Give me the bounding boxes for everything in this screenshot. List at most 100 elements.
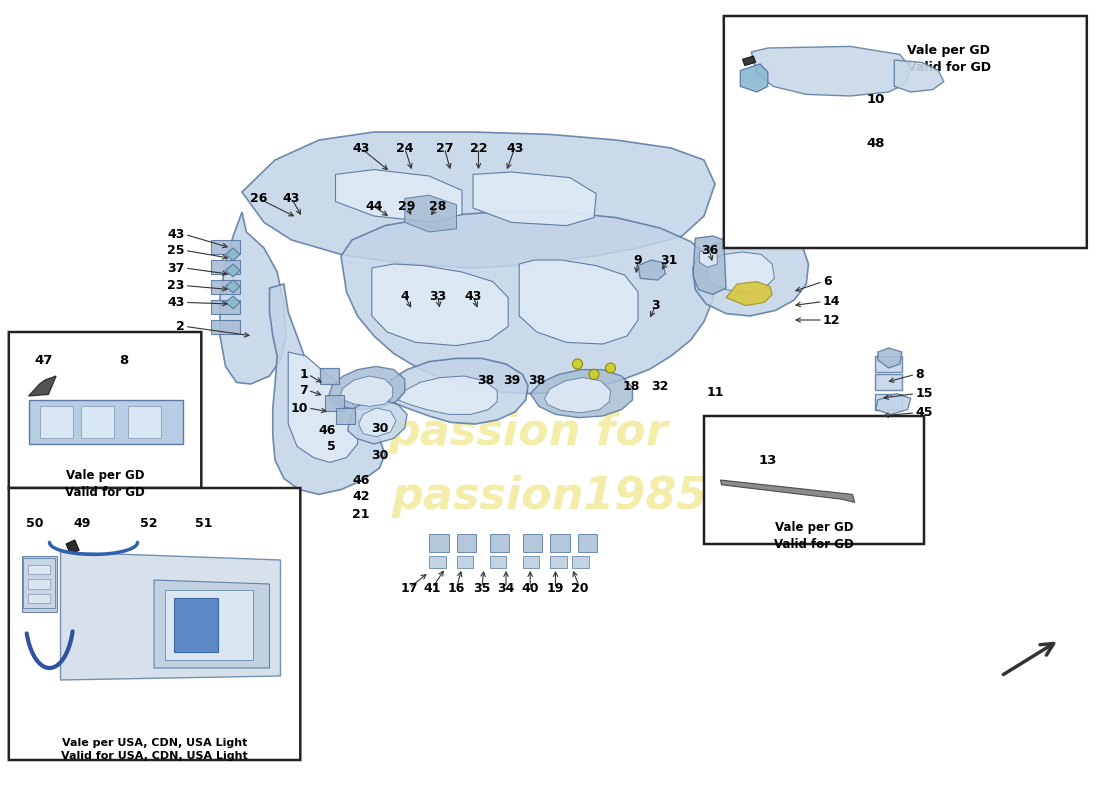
- Text: 45: 45: [915, 406, 933, 419]
- Text: 46: 46: [352, 474, 370, 486]
- Polygon shape: [66, 540, 79, 554]
- Polygon shape: [720, 480, 855, 502]
- Text: 29: 29: [398, 200, 416, 213]
- Polygon shape: [578, 534, 597, 552]
- Polygon shape: [154, 580, 270, 668]
- Text: 32: 32: [651, 380, 669, 393]
- Text: 44: 44: [365, 200, 383, 213]
- Polygon shape: [429, 534, 449, 552]
- Text: Vale per GD
Valid for GD: Vale per GD Valid for GD: [774, 521, 854, 551]
- Text: 2: 2: [176, 320, 185, 333]
- Text: 38: 38: [477, 374, 495, 387]
- Polygon shape: [220, 212, 286, 384]
- Polygon shape: [28, 579, 50, 589]
- Text: 12: 12: [823, 314, 840, 326]
- Text: 36: 36: [701, 244, 718, 257]
- Polygon shape: [341, 212, 715, 394]
- Polygon shape: [522, 556, 539, 568]
- Text: 3: 3: [651, 299, 660, 312]
- Text: 23: 23: [167, 279, 185, 292]
- Text: 38: 38: [528, 374, 546, 387]
- Polygon shape: [226, 248, 240, 261]
- Polygon shape: [874, 374, 902, 390]
- Text: 8: 8: [120, 354, 129, 366]
- Polygon shape: [398, 376, 497, 414]
- Text: 13: 13: [759, 454, 778, 467]
- Polygon shape: [383, 358, 528, 424]
- Text: 20: 20: [571, 582, 588, 594]
- Polygon shape: [700, 250, 717, 267]
- Polygon shape: [242, 132, 715, 268]
- Text: 26: 26: [250, 192, 267, 205]
- Polygon shape: [211, 320, 240, 334]
- FancyBboxPatch shape: [704, 416, 924, 544]
- Polygon shape: [211, 240, 240, 254]
- Text: 4: 4: [400, 290, 409, 302]
- Text: 50: 50: [26, 517, 44, 530]
- Text: 43: 43: [283, 192, 300, 205]
- Polygon shape: [693, 236, 808, 316]
- Polygon shape: [348, 400, 407, 444]
- Polygon shape: [23, 558, 55, 608]
- Polygon shape: [638, 260, 666, 280]
- Text: 24: 24: [396, 142, 414, 154]
- Text: 43: 43: [167, 296, 185, 309]
- Polygon shape: [211, 280, 240, 294]
- Polygon shape: [29, 400, 183, 444]
- Polygon shape: [328, 366, 405, 410]
- Polygon shape: [128, 406, 161, 438]
- Polygon shape: [876, 394, 911, 414]
- Polygon shape: [29, 376, 56, 396]
- Polygon shape: [372, 264, 508, 346]
- Text: 35: 35: [473, 582, 491, 594]
- Polygon shape: [456, 534, 476, 552]
- Text: 39: 39: [503, 374, 520, 387]
- Text: 43: 43: [352, 142, 370, 154]
- Text: 10: 10: [867, 93, 886, 106]
- Polygon shape: [324, 395, 344, 411]
- Polygon shape: [530, 370, 632, 418]
- Text: Vale per GD
Valid for GD: Vale per GD Valid for GD: [65, 470, 145, 499]
- Text: 27: 27: [436, 142, 453, 154]
- Text: 49: 49: [73, 517, 90, 530]
- Polygon shape: [550, 556, 566, 568]
- Text: Vale per USA, CDN, USA Light
Valid for USA, CDN, USA Light: Vale per USA, CDN, USA Light Valid for U…: [62, 738, 248, 762]
- Polygon shape: [81, 406, 114, 438]
- Polygon shape: [174, 598, 218, 652]
- Circle shape: [605, 363, 616, 373]
- Text: 42: 42: [352, 490, 370, 502]
- Polygon shape: [544, 378, 610, 413]
- Text: 15: 15: [915, 387, 933, 400]
- Polygon shape: [339, 376, 393, 406]
- Polygon shape: [572, 556, 588, 568]
- Text: 5: 5: [327, 440, 336, 453]
- Polygon shape: [519, 260, 638, 344]
- Text: 28: 28: [429, 200, 447, 213]
- Polygon shape: [28, 565, 50, 574]
- Text: 46: 46: [318, 424, 336, 437]
- Polygon shape: [336, 170, 462, 222]
- Circle shape: [588, 370, 600, 379]
- FancyBboxPatch shape: [9, 332, 201, 488]
- Text: 11: 11: [706, 386, 724, 398]
- Polygon shape: [706, 252, 774, 293]
- Text: 33: 33: [429, 290, 447, 302]
- Polygon shape: [740, 64, 768, 92]
- Circle shape: [572, 359, 583, 369]
- Text: 21: 21: [352, 508, 370, 521]
- Text: 7: 7: [299, 384, 308, 397]
- Text: 34: 34: [497, 582, 515, 594]
- Text: 16: 16: [448, 582, 465, 594]
- Text: 47: 47: [34, 354, 53, 366]
- Text: 8: 8: [915, 368, 924, 381]
- Text: 18: 18: [623, 380, 640, 393]
- Polygon shape: [270, 284, 385, 494]
- Polygon shape: [359, 408, 396, 437]
- Text: 9: 9: [634, 254, 642, 266]
- FancyBboxPatch shape: [724, 16, 1087, 248]
- Polygon shape: [320, 368, 339, 384]
- Polygon shape: [742, 56, 756, 66]
- Polygon shape: [726, 282, 772, 306]
- Polygon shape: [751, 46, 911, 96]
- Polygon shape: [878, 348, 902, 368]
